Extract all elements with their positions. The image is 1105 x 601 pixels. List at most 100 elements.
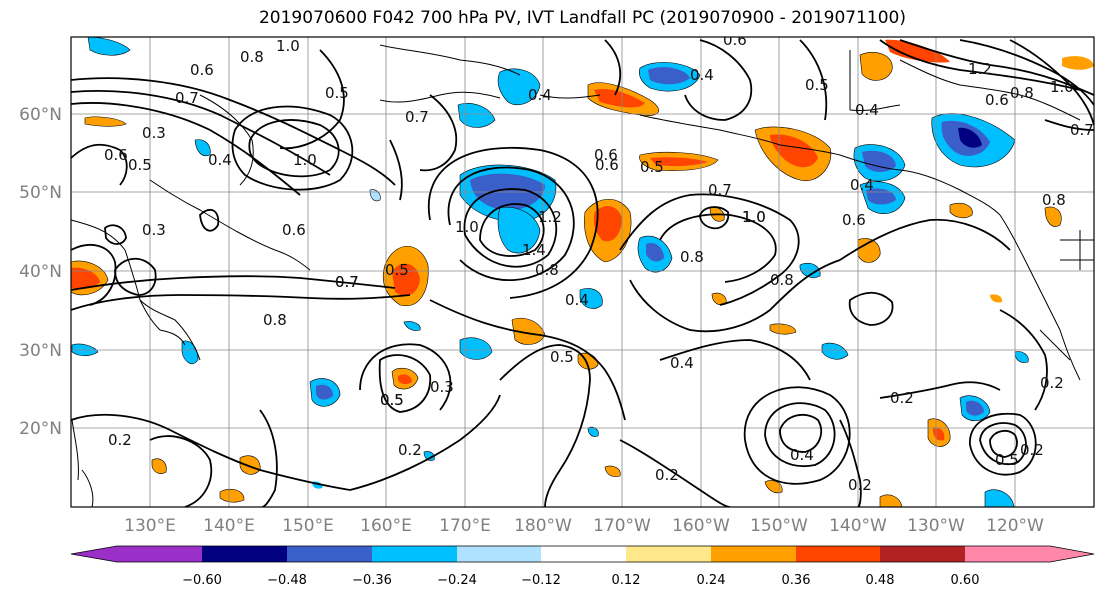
lon-label: 170°W — [593, 516, 651, 536]
contour-label: 0.3 — [142, 221, 166, 239]
contour-label: 0.5 — [385, 261, 409, 279]
contour-label: 0.5 — [550, 348, 574, 366]
contour-label: 0.5 — [325, 84, 349, 102]
colorbar-swatch — [711, 546, 796, 562]
contour-label: 0.6 — [723, 31, 747, 49]
contour-label: 1.0 — [742, 208, 766, 226]
contour-label: 0.4 — [528, 86, 552, 104]
colorbar-swatch — [202, 546, 287, 562]
coastlines — [71, 44, 1094, 507]
colorbar-outline — [70, 545, 1095, 563]
colorbar-tick-label: −0.36 — [352, 573, 392, 588]
contour-label: 0.7 — [405, 108, 429, 126]
contour-label: 0.5 — [805, 76, 829, 94]
lat-label: 20°N — [19, 419, 62, 439]
contour-label: 0.6 — [104, 146, 128, 164]
colorbar-swatch — [626, 546, 711, 562]
positive-shading — [71, 39, 1094, 507]
lon-label: 120°W — [986, 516, 1044, 536]
colorbar-tick-label: −0.48 — [267, 573, 307, 588]
lon-label: 150°E — [282, 516, 334, 536]
contour-label: 0.2 — [890, 389, 914, 407]
map-background — [71, 37, 1094, 507]
colorbar-swatch — [287, 546, 372, 562]
lon-label: 180°W — [514, 516, 572, 536]
contour-label: 0.8 — [1010, 84, 1034, 102]
contour-label: 0.8 — [770, 271, 794, 289]
colorbar-tick-label: 0.24 — [697, 573, 726, 588]
colorbar-swatch — [796, 546, 880, 562]
lat-label: 40°N — [19, 262, 62, 282]
lon-label: 160°W — [672, 516, 730, 536]
contour-label: 0.7 — [1070, 121, 1094, 139]
lat-label: 30°N — [19, 341, 62, 361]
contour-label: 0.4 — [670, 354, 694, 372]
contour-label: 0.4 — [208, 151, 232, 169]
colorbar-tick-label: −0.60 — [182, 573, 222, 588]
contour-label: 1.0 — [293, 151, 317, 169]
colorbar-swatch — [457, 546, 541, 562]
colorbar — [70, 545, 1095, 563]
graticule — [71, 37, 1094, 507]
contour-label: 0.6 — [282, 221, 306, 239]
longitude-labels: 130°E 140°E 150°E 160°E 170°E 180°W 170°… — [124, 516, 1044, 536]
colorbar-tick-label: −0.12 — [521, 573, 561, 588]
contour-labels: 1.0 0.8 0.6 0.7 0.3 0.6 0.5 0.4 0.3 1.0 … — [104, 31, 1094, 494]
contour-label: 0.7 — [175, 89, 199, 107]
contour-label: 0.2 — [1040, 374, 1064, 392]
contour-label: 0.6 — [594, 146, 618, 164]
colorbar-swatch — [71, 546, 202, 562]
lon-label: 170°E — [439, 516, 491, 536]
lon-label: 160°E — [360, 516, 412, 536]
colorbar-tick-labels: −0.60 −0.48 −0.36 −0.24 −0.12 0.12 0.24 … — [182, 573, 979, 588]
contour-label: 0.5 — [128, 156, 152, 174]
contour-label: 0.2 — [398, 441, 422, 459]
contour-label: 0.6 — [985, 91, 1009, 109]
contour-label: 0.8 — [680, 248, 704, 266]
colorbar-swatch — [372, 546, 457, 562]
contour-label: 0.6 — [842, 211, 866, 229]
contour-label: 0.2 — [1020, 441, 1044, 459]
contour-label: 0.4 — [850, 176, 874, 194]
colorbar-tick-label: 0.12 — [612, 573, 641, 588]
colorbar-tick-label: 0.36 — [782, 573, 811, 588]
contour-label: 0.4 — [690, 66, 714, 84]
map-title: 2019070600 F042 700 hPa PV, IVT Landfall… — [258, 8, 906, 28]
contour-label: 0.2 — [655, 466, 679, 484]
contour-label: 0.3 — [430, 378, 454, 396]
contour-label: 0.5 — [380, 391, 404, 409]
lat-label: 50°N — [19, 183, 62, 203]
colorbar-swatch — [541, 546, 626, 562]
contour-label: 1.0 — [1050, 78, 1074, 96]
contour-label: 0.8 — [1042, 191, 1066, 209]
contour-label: 0.8 — [240, 48, 264, 66]
contour-label: 1.2 — [538, 208, 562, 226]
contour-label: 0.5 — [380, 391, 404, 409]
colorbar-tick-label: 0.60 — [951, 573, 980, 588]
colorbar-tick-label: −0.24 — [437, 573, 477, 588]
lon-label: 130°E — [124, 516, 176, 536]
contour-label: 0.2 — [848, 476, 872, 494]
contour-label: 1.0 — [276, 37, 300, 55]
lon-label: 140°W — [829, 516, 887, 536]
contour-label: 0.7 — [335, 273, 359, 291]
latitude-labels: 60°N 50°N 40°N 30°N 20°N — [19, 105, 62, 439]
contour-label: 0.5 — [640, 158, 664, 176]
map-frame — [70, 36, 1095, 508]
contour-label: 0.8 — [263, 311, 287, 329]
contour-label: 0.6 — [595, 156, 619, 174]
lat-label: 60°N — [19, 105, 62, 125]
contour-label: 0.2 — [108, 431, 132, 449]
contour-label: 1.4 — [522, 241, 546, 259]
lon-label: 130°W — [907, 516, 965, 536]
colorbar-swatch — [880, 546, 965, 562]
contour-label: 1.2 — [968, 60, 992, 78]
contour-label: 0.5 — [995, 451, 1019, 469]
contour-label: 0.3 — [142, 124, 166, 142]
contour-label: 0.4 — [855, 101, 879, 119]
contour-label: 0.6 — [190, 61, 214, 79]
contour-label: 1.0 — [742, 208, 766, 226]
contour-label: 0.7 — [708, 181, 732, 199]
contour-label: 0.8 — [535, 261, 559, 279]
